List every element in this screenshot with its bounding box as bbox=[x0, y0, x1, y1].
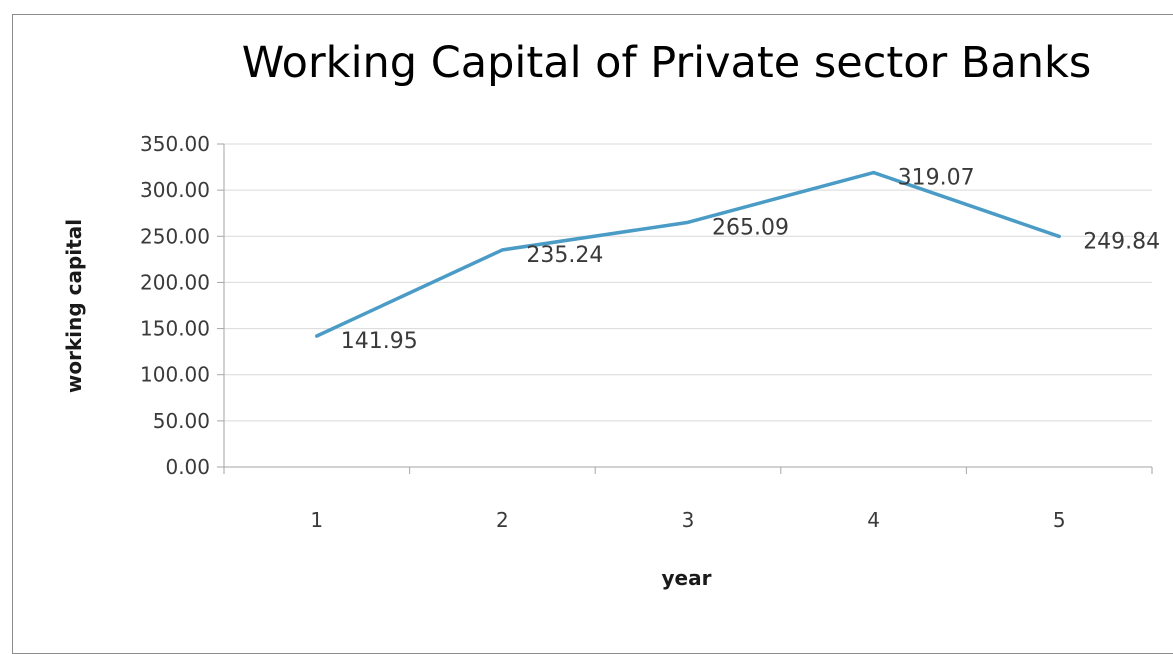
chart-title: Working Capital of Private sector Banks bbox=[241, 38, 1092, 88]
series-layer bbox=[315, 170, 1061, 338]
y-tick-label: 50.00 bbox=[153, 409, 210, 433]
x-tick-label: 2 bbox=[496, 508, 509, 532]
data-point bbox=[686, 220, 690, 224]
axes bbox=[217, 143, 1153, 474]
data-point bbox=[1057, 234, 1061, 238]
x-tick-label: 1 bbox=[310, 508, 323, 532]
data-label: 265.09 bbox=[712, 215, 789, 240]
series-line bbox=[315, 170, 1061, 338]
chart-frame bbox=[12, 14, 1173, 654]
data-label: 235.24 bbox=[526, 243, 603, 268]
x-axis-label: year bbox=[661, 566, 712, 590]
y-tick-label: 200.00 bbox=[140, 270, 210, 294]
data-labels: 141.95 235.24 265.09 319.07 249.84 bbox=[341, 166, 1160, 354]
line-chart: 0.00 50.00 100.00 150.00 200.00 250.00 300.00 3… bbox=[140, 132, 1160, 532]
x-tick-label: 4 bbox=[867, 508, 880, 532]
y-tick-label: 100.00 bbox=[140, 363, 210, 387]
y-tick-labels: 0.00 50.00 100.00 150.00 200.00 250.00 300.00 3… bbox=[140, 132, 210, 479]
y-tick-label: 150.00 bbox=[140, 317, 210, 341]
data-label: 141.95 bbox=[341, 329, 418, 354]
y-tick-label: 350.00 bbox=[140, 132, 210, 156]
y-tick-label: 300.00 bbox=[140, 178, 210, 202]
grid-lines bbox=[224, 143, 1152, 422]
data-label: 319.07 bbox=[898, 166, 975, 191]
y-tick-label: 0.00 bbox=[165, 455, 210, 479]
y-tick-label: 250.00 bbox=[140, 224, 210, 248]
data-label: 249.84 bbox=[1083, 229, 1160, 254]
x-tick-label: 3 bbox=[682, 508, 695, 532]
data-point bbox=[872, 171, 876, 175]
x-tick-label: 5 bbox=[1053, 508, 1066, 532]
data-point bbox=[315, 334, 319, 338]
x-tick-labels: 1 2 3 4 5 bbox=[310, 508, 1065, 532]
data-point bbox=[500, 248, 504, 252]
